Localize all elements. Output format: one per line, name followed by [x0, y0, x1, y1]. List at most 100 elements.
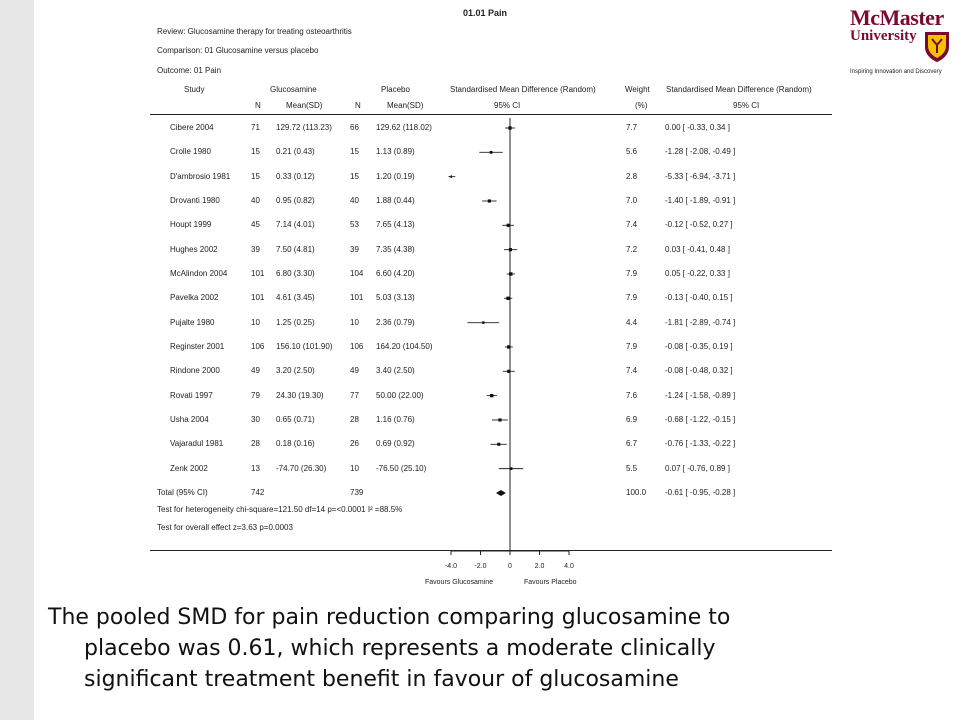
- n-placebo: 10: [350, 463, 359, 473]
- point-estimate: [509, 467, 513, 470]
- heterogeneity-test: Test for heterogeneity chi-square=121.50…: [157, 505, 403, 514]
- mean-sd-placebo: 7.35 (4.38): [376, 244, 415, 254]
- weight-percent: 7.9: [626, 268, 638, 278]
- point-estimate: [489, 150, 493, 154]
- point-estimate: [507, 369, 511, 373]
- study-name: Reginster 2001: [170, 341, 225, 351]
- x-tick-label: -2.0: [474, 563, 487, 570]
- point-estimate: [490, 393, 494, 398]
- weight-percent: 6.7: [626, 439, 638, 449]
- weight-percent: 7.4: [626, 220, 638, 230]
- logo-line2: University: [850, 28, 917, 44]
- smd-ci-text: -0.08 [ -0.48, 0.32 ]: [665, 366, 733, 376]
- mean-sd-glucosamine: 6.80 (3.30): [276, 268, 315, 278]
- mean-sd-glucosamine: 0.95 (0.82): [276, 195, 315, 205]
- favours-placebo-label: Favours Placebo: [524, 579, 577, 586]
- mean-sd-glucosamine: 7.14 (4.01): [276, 220, 315, 230]
- mean-sd-glucosamine: 156.10 (101.90): [276, 341, 333, 351]
- mean-sd-glucosamine: 0.21 (0.43): [276, 147, 315, 157]
- n-placebo: 104: [350, 268, 364, 278]
- study-name: Rindone 2000: [170, 366, 220, 376]
- smd-ci-text: -0.68 [ -1.22, -0.15 ]: [665, 414, 736, 424]
- mean-sd-placebo: 3.40 (2.50): [376, 366, 415, 376]
- study-name: Zenk 2002: [170, 463, 208, 473]
- n-glucosamine: 71: [251, 123, 260, 132]
- offscale-arrow: [448, 175, 452, 179]
- study-name: Drovanti 1980: [170, 195, 220, 205]
- mean-sd-placebo: 1.88 (0.44): [376, 195, 415, 205]
- x-tick-label: 4.0: [564, 563, 574, 570]
- smd-ci-text: -1.28 [ -2.08, -0.49 ]: [665, 147, 736, 157]
- total-label: Total (95% CI): [157, 488, 208, 497]
- header-ci-values: 95% CI: [733, 101, 760, 110]
- n-placebo: 28: [350, 414, 359, 424]
- smd-ci-text: 0.05 [ -0.22, 0.33 ]: [665, 268, 730, 278]
- smd-ci-text: -0.13 [ -0.40, 0.15 ]: [665, 293, 733, 303]
- header-ci-plot: 95% CI: [494, 101, 521, 110]
- n-glucosamine: 101: [251, 268, 265, 278]
- n-placebo: 15: [350, 147, 359, 157]
- point-estimate: [508, 126, 512, 130]
- mean-sd-placebo: 129.62 (118.02): [376, 123, 432, 132]
- total-n-placebo: 739: [350, 488, 364, 497]
- mean-sd-placebo: 164.20 (104.50): [376, 341, 433, 351]
- header-rule: [150, 114, 832, 115]
- point-estimate: [482, 321, 485, 324]
- header-weight: Weight: [625, 85, 650, 94]
- header-mean-glucosamine: Mean(SD): [286, 101, 323, 110]
- smd-ci-text: -1.40 [ -1.89, -0.91 ]: [665, 195, 736, 205]
- smd-ci-text: -0.12 [ -0.52, 0.27 ]: [665, 220, 733, 230]
- point-estimate: [506, 296, 510, 301]
- study-name: Usha 2004: [170, 414, 209, 424]
- mean-sd-placebo: 5.03 (3.13): [376, 293, 415, 303]
- x-tick-label: 0: [508, 563, 512, 570]
- total-weight: 100.0: [626, 488, 647, 497]
- mean-sd-glucosamine: 0.65 (0.71): [276, 414, 315, 424]
- pooled-diamond: [495, 490, 506, 496]
- study-name: Vajaradul 1981: [170, 439, 224, 449]
- point-estimate: [509, 272, 513, 276]
- total-ci-text: -0.61 [ -0.95, -0.28 ]: [665, 488, 736, 497]
- point-estimate: [498, 418, 502, 422]
- mean-sd-placebo: 1.20 (0.19): [376, 171, 415, 181]
- slide-left-bar: [0, 0, 34, 720]
- header-glucosamine: Glucosamine: [270, 85, 317, 94]
- x-tick-label: 2.0: [534, 563, 545, 570]
- n-glucosamine: 28: [251, 439, 260, 449]
- n-glucosamine: 106: [251, 341, 265, 351]
- outcome-line: Outcome: 01 Pain: [157, 66, 222, 75]
- point-estimate: [507, 345, 511, 349]
- n-placebo: 39: [350, 244, 359, 254]
- smd-ci-text: 0.03 [ -0.41, 0.48 ]: [665, 244, 730, 254]
- n-glucosamine: 101: [251, 293, 265, 303]
- n-placebo: 77: [350, 390, 359, 400]
- caption-line-2: placebo was 0.61, which represents a mod…: [84, 636, 716, 661]
- mean-sd-glucosamine: 0.18 (0.16): [276, 439, 315, 449]
- weight-percent: 7.9: [626, 293, 638, 303]
- caption-line-3: significant treatment benefit in favour …: [84, 667, 679, 692]
- overall-effect-test: Test for overall effect z=3.63 p=0.0003: [157, 523, 293, 532]
- weight-percent: 5.6: [626, 147, 638, 157]
- mean-sd-placebo: 50.00 (22.00): [376, 390, 424, 400]
- point-estimate: [506, 223, 510, 227]
- weight-percent: 4.4: [626, 317, 638, 327]
- crest-icon: [925, 32, 949, 62]
- study-name: Houpt 1999: [170, 220, 212, 230]
- study-name: D'ambrosio 1981: [170, 171, 231, 181]
- n-glucosamine: 40: [251, 195, 260, 205]
- n-placebo: 106: [350, 341, 364, 351]
- study-name: McAlindon 2004: [170, 268, 228, 278]
- n-glucosamine: 13: [251, 463, 260, 473]
- weight-percent: 7.4: [626, 366, 638, 376]
- review-line: Review: Glucosamine therapy for treating…: [157, 27, 352, 36]
- header-n-glucosamine: N: [255, 101, 261, 110]
- weight-percent: 7.0: [626, 195, 638, 205]
- study-name: Pavelka 2002: [170, 293, 219, 303]
- weight-percent: 7.2: [626, 244, 638, 254]
- mean-sd-placebo: 0.69 (0.92): [376, 439, 415, 449]
- logo-tagline: Inspiring Innovation and Discovery: [850, 69, 942, 75]
- n-placebo: 101: [350, 293, 364, 303]
- header-study: Study: [184, 85, 205, 94]
- n-placebo: 15: [350, 171, 359, 181]
- weight-percent: 2.8: [626, 171, 638, 181]
